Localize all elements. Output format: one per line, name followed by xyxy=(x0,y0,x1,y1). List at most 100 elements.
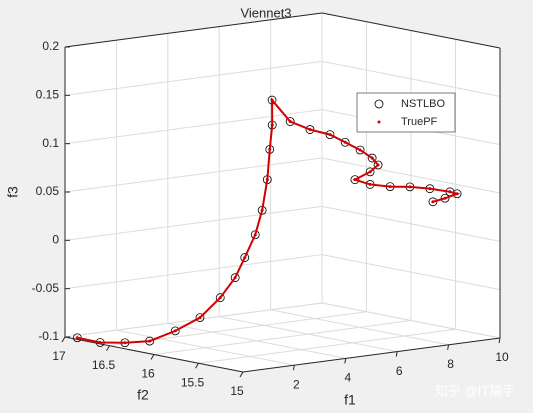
data-point xyxy=(368,170,372,174)
data-point xyxy=(328,133,332,137)
data-point xyxy=(373,160,383,170)
z-tick-label: 0.15 xyxy=(36,88,60,102)
tick-mark xyxy=(292,365,295,371)
data-point xyxy=(250,230,260,240)
data-point xyxy=(270,98,274,102)
data-point xyxy=(170,326,180,336)
data-point xyxy=(285,117,295,126)
tick-mark xyxy=(195,362,199,369)
data-point xyxy=(253,233,257,237)
data-point xyxy=(260,208,264,212)
y-tick-label: 16 xyxy=(141,367,155,381)
tick-mark xyxy=(447,344,450,350)
data-point xyxy=(195,313,205,323)
x-tick-label: 8 xyxy=(447,357,454,371)
x-axis-label: f1 xyxy=(344,392,356,408)
data-point xyxy=(448,190,452,194)
tick-mark xyxy=(395,351,398,357)
z-tick-label: 0.2 xyxy=(42,39,59,53)
tick-mark xyxy=(344,358,347,364)
data-point xyxy=(353,178,357,182)
y-tick-label: 15 xyxy=(230,384,244,398)
grid-line xyxy=(198,328,456,364)
data-point xyxy=(75,336,79,340)
legend-label: TruePF xyxy=(401,116,438,128)
grid-line xyxy=(153,320,412,355)
z-axis-label: f3 xyxy=(5,186,21,198)
data-point xyxy=(431,200,435,204)
data-point xyxy=(388,185,392,189)
data-point xyxy=(198,316,202,320)
axis-edge xyxy=(242,337,501,373)
legend-marker xyxy=(377,120,381,124)
axis-edge xyxy=(64,12,323,48)
legend: NSTLBO TruePF xyxy=(356,92,456,133)
data-point xyxy=(370,156,374,160)
data-point xyxy=(358,148,362,152)
grid-line xyxy=(321,60,501,97)
data-point xyxy=(343,140,347,144)
data-point xyxy=(367,153,377,163)
data-point xyxy=(215,293,225,303)
data-point xyxy=(218,296,222,300)
axis-edge xyxy=(321,12,501,49)
y-axis-label: f2 xyxy=(137,387,149,403)
data-point xyxy=(288,120,292,124)
data-point xyxy=(270,123,274,127)
x-tick-label: 6 xyxy=(396,364,403,378)
data-point xyxy=(240,253,250,262)
z-tick-label: 0.05 xyxy=(36,184,60,198)
data-point xyxy=(365,167,375,177)
tick-mark xyxy=(239,371,244,378)
tick-mark xyxy=(106,345,110,352)
grid-line xyxy=(321,157,501,194)
grid-line xyxy=(321,302,501,339)
data-point xyxy=(455,192,459,196)
data-point xyxy=(148,339,152,343)
data-point xyxy=(340,137,350,147)
data-point xyxy=(98,340,102,344)
grid-line xyxy=(64,109,323,145)
y-tick-label: 17 xyxy=(52,349,66,363)
data-point xyxy=(350,175,360,185)
tick-mark xyxy=(150,354,155,360)
legend-marker xyxy=(374,99,384,109)
data-point xyxy=(443,196,447,200)
data-point xyxy=(173,329,177,333)
data-point xyxy=(268,147,272,151)
data-point xyxy=(230,273,240,283)
data-point xyxy=(440,193,450,203)
tick-mark xyxy=(498,337,501,344)
legend-box xyxy=(356,92,456,133)
chart-title: Viennet3 xyxy=(240,5,291,20)
series-line xyxy=(77,97,461,344)
y-tick-label: 16.5 xyxy=(92,358,116,372)
data-point xyxy=(376,163,380,167)
data-point xyxy=(428,187,432,191)
grid-line xyxy=(64,157,323,193)
data-point xyxy=(243,256,247,260)
data-point xyxy=(368,182,372,186)
x-tick-label: 2 xyxy=(293,377,300,391)
data-point xyxy=(408,185,412,189)
grid-line xyxy=(64,254,323,290)
data-point xyxy=(308,128,312,132)
x-tick-label: 4 xyxy=(344,371,351,385)
grid-line xyxy=(64,205,323,241)
data-point xyxy=(355,145,365,155)
data-point xyxy=(265,178,269,182)
z-tick-label: -0.05 xyxy=(32,281,60,295)
x-tick-label: 10 xyxy=(495,350,509,364)
data-point xyxy=(452,189,462,199)
z-tick-label: -0.1 xyxy=(38,329,59,343)
watermark: 知乎 @IT猿手 xyxy=(435,383,515,398)
z-tick-label: 0 xyxy=(52,233,59,247)
z-tick-label: 0.1 xyxy=(42,136,59,150)
grid-line xyxy=(64,60,323,96)
legend-label: NSTLBO xyxy=(401,98,445,110)
y-tick-label: 15.5 xyxy=(181,375,205,389)
grid-line xyxy=(321,254,501,291)
data-point xyxy=(233,276,237,280)
grid-line xyxy=(321,205,501,242)
